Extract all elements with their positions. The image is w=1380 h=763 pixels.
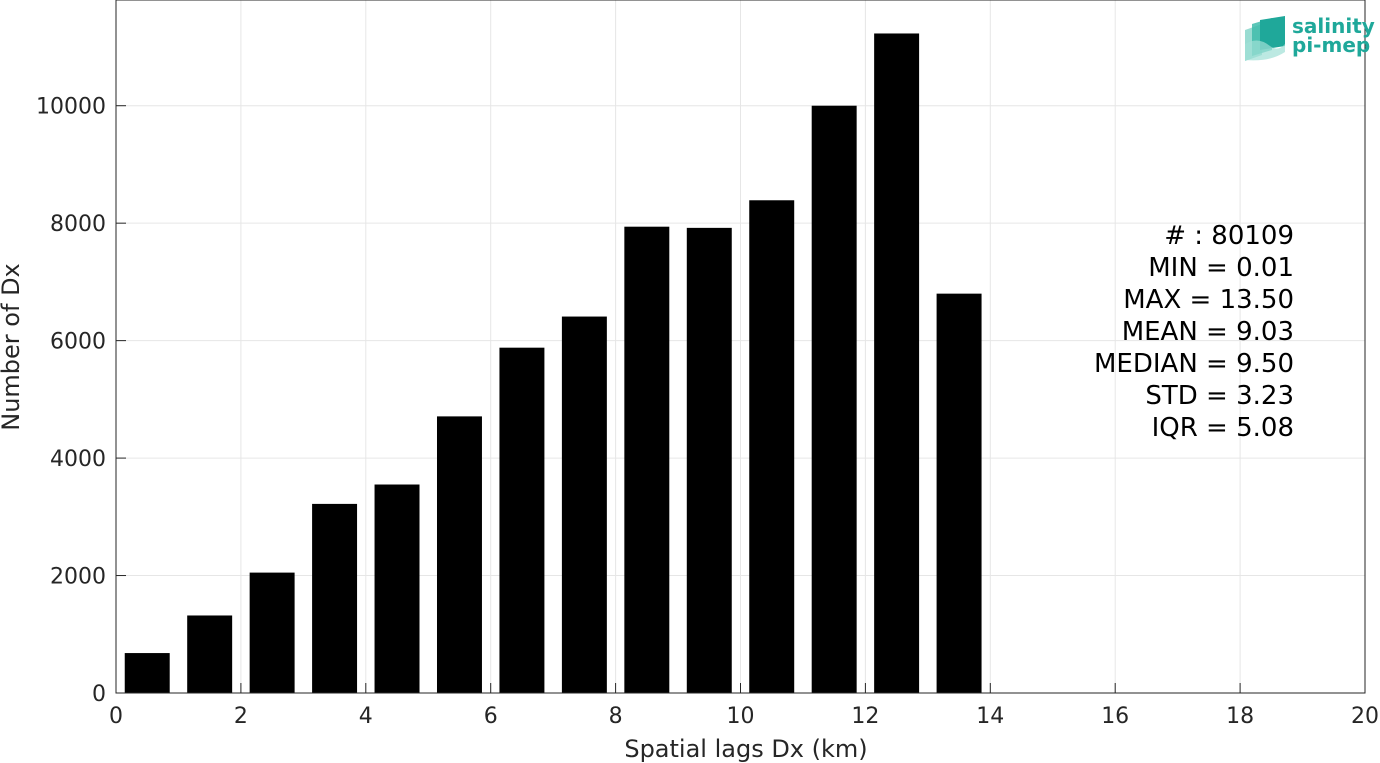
- y-tick-label: 6000: [50, 330, 106, 355]
- x-tick-label: 8: [609, 704, 623, 729]
- logo-line2: pi-mep: [1292, 33, 1370, 57]
- histogram-bar: [124, 653, 170, 693]
- y-tick-label: 4000: [50, 447, 106, 472]
- y-axis-label: Number of Dx: [0, 263, 25, 430]
- histogram-bar: [749, 200, 795, 693]
- x-tick-label: 16: [1101, 704, 1129, 729]
- histogram-bar: [312, 503, 358, 693]
- x-tick-label: 12: [851, 704, 879, 729]
- stat-line: IQR = 5.08: [1152, 413, 1294, 443]
- histogram-bar: [874, 33, 920, 694]
- histogram-bar: [686, 227, 732, 693]
- logo-line1: salinity: [1292, 14, 1375, 38]
- x-tick-label: 14: [976, 704, 1004, 729]
- histogram-bar: [811, 105, 857, 694]
- stat-line: MIN = 0.01: [1148, 253, 1294, 283]
- x-tick-label: 2: [234, 704, 248, 729]
- histogram-bar: [374, 484, 420, 693]
- y-tick-label: 0: [92, 682, 106, 707]
- stat-line: MAX = 13.50: [1123, 285, 1294, 315]
- x-tick-label: 6: [484, 704, 498, 729]
- stat-line: MEAN = 9.03: [1122, 317, 1294, 347]
- salinity-pimep-logo: salinity pi-mep: [1245, 14, 1375, 61]
- stat-line: # : 80109: [1164, 221, 1294, 251]
- axis-ticks: 0 2 4 6 8 10 12 14 16 18 20 0 2000 4000 6000 8000 10000: [36, 95, 1379, 729]
- y-tick-label: 2000: [50, 565, 106, 590]
- x-tick-label: 0: [109, 704, 123, 729]
- histogram-bar: [499, 347, 545, 693]
- y-tick-label: 10000: [36, 95, 106, 120]
- x-tick-label: 4: [359, 704, 373, 729]
- logo-mark: [1245, 16, 1285, 61]
- histogram-bar: [561, 316, 607, 693]
- y-tick-label: 8000: [50, 212, 106, 237]
- x-tick-label: 18: [1226, 704, 1254, 729]
- x-tick-label: 20: [1351, 704, 1379, 729]
- histogram-bar: [249, 572, 295, 693]
- histogram-bar: [436, 416, 482, 693]
- histogram-bar: [187, 615, 233, 693]
- stat-line: MEDIAN = 9.50: [1094, 349, 1294, 379]
- histogram-bar: [936, 293, 982, 693]
- stat-line: STD = 3.23: [1145, 381, 1294, 411]
- histogram-bar: [624, 226, 670, 693]
- x-tick-label: 10: [727, 704, 755, 729]
- x-axis-label: Spatial lags Dx (km): [624, 735, 867, 763]
- bars: [124, 33, 982, 694]
